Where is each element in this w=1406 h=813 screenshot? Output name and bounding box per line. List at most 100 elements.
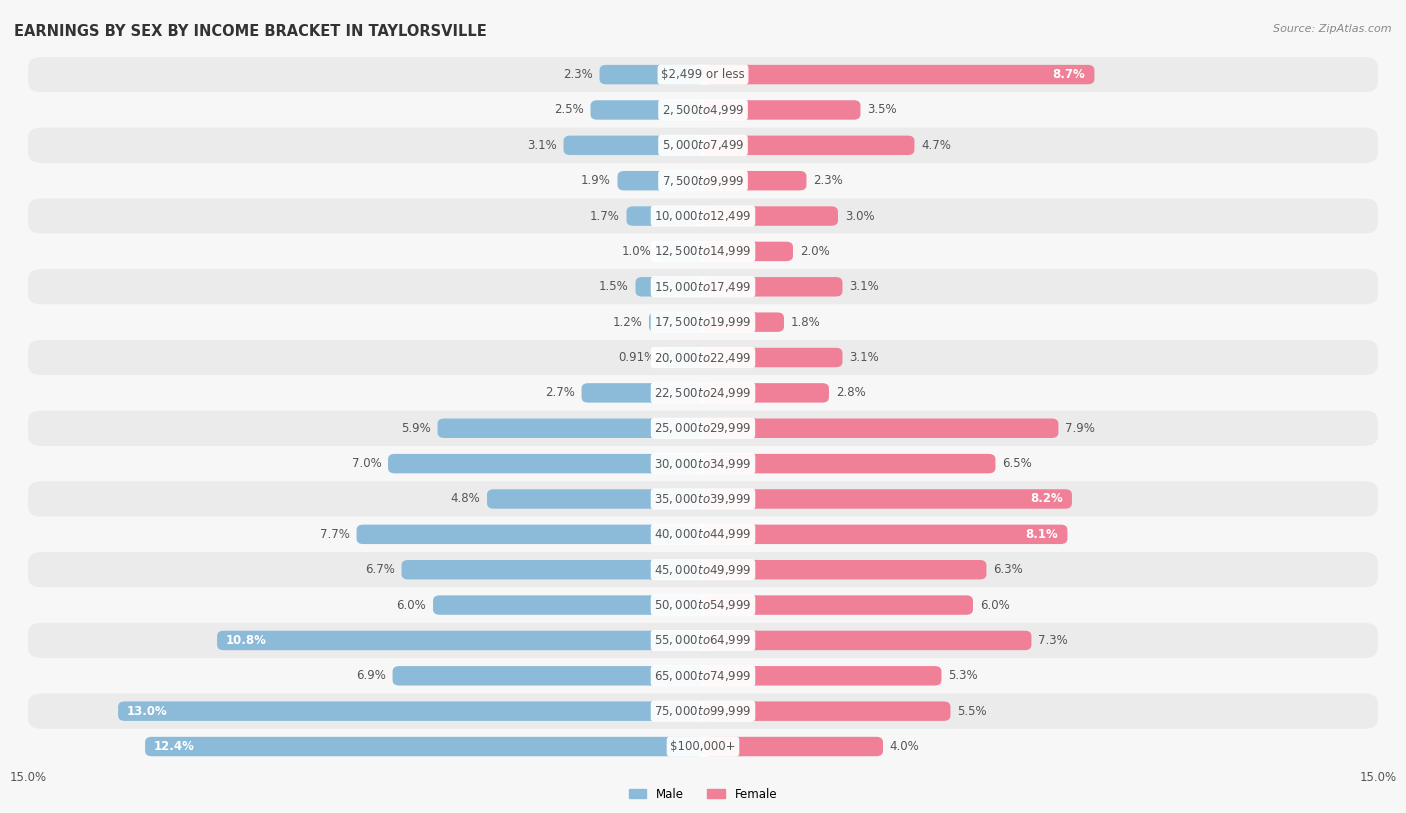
FancyBboxPatch shape bbox=[703, 277, 842, 297]
Text: 3.1%: 3.1% bbox=[849, 280, 879, 293]
Text: 5.5%: 5.5% bbox=[957, 705, 987, 718]
FancyBboxPatch shape bbox=[28, 729, 1378, 764]
Text: $100,000+: $100,000+ bbox=[671, 740, 735, 753]
Text: 5.9%: 5.9% bbox=[401, 422, 430, 435]
FancyBboxPatch shape bbox=[703, 666, 942, 685]
Text: $22,500 to $24,999: $22,500 to $24,999 bbox=[654, 386, 752, 400]
FancyBboxPatch shape bbox=[703, 65, 1094, 85]
FancyBboxPatch shape bbox=[703, 241, 793, 261]
FancyBboxPatch shape bbox=[217, 631, 703, 650]
Text: 4.8%: 4.8% bbox=[450, 493, 481, 506]
Text: 4.0%: 4.0% bbox=[890, 740, 920, 753]
FancyBboxPatch shape bbox=[28, 446, 1378, 481]
Text: $40,000 to $44,999: $40,000 to $44,999 bbox=[654, 528, 752, 541]
Text: 2.8%: 2.8% bbox=[835, 386, 866, 399]
Text: 5.3%: 5.3% bbox=[948, 669, 977, 682]
Text: $65,000 to $74,999: $65,000 to $74,999 bbox=[654, 669, 752, 683]
FancyBboxPatch shape bbox=[402, 560, 703, 580]
FancyBboxPatch shape bbox=[627, 207, 703, 226]
Text: 3.1%: 3.1% bbox=[849, 351, 879, 364]
FancyBboxPatch shape bbox=[145, 737, 703, 756]
Text: $17,500 to $19,999: $17,500 to $19,999 bbox=[654, 315, 752, 329]
FancyBboxPatch shape bbox=[703, 419, 1059, 438]
FancyBboxPatch shape bbox=[28, 233, 1378, 269]
Text: 3.5%: 3.5% bbox=[868, 103, 897, 116]
Text: 10.8%: 10.8% bbox=[226, 634, 267, 647]
FancyBboxPatch shape bbox=[703, 100, 860, 120]
Text: $35,000 to $39,999: $35,000 to $39,999 bbox=[654, 492, 752, 506]
Text: 1.8%: 1.8% bbox=[790, 315, 821, 328]
Text: $55,000 to $64,999: $55,000 to $64,999 bbox=[654, 633, 752, 647]
Text: $20,000 to $22,499: $20,000 to $22,499 bbox=[654, 350, 752, 364]
FancyBboxPatch shape bbox=[118, 702, 703, 721]
FancyBboxPatch shape bbox=[650, 312, 703, 332]
Text: $50,000 to $54,999: $50,000 to $54,999 bbox=[654, 598, 752, 612]
FancyBboxPatch shape bbox=[662, 348, 703, 367]
FancyBboxPatch shape bbox=[28, 92, 1378, 128]
FancyBboxPatch shape bbox=[433, 595, 703, 615]
Text: 6.5%: 6.5% bbox=[1002, 457, 1032, 470]
Text: 12.4%: 12.4% bbox=[155, 740, 195, 753]
Text: 7.7%: 7.7% bbox=[321, 528, 350, 541]
Text: 7.9%: 7.9% bbox=[1066, 422, 1095, 435]
FancyBboxPatch shape bbox=[28, 552, 1378, 587]
Text: 1.5%: 1.5% bbox=[599, 280, 628, 293]
Text: 7.3%: 7.3% bbox=[1038, 634, 1069, 647]
Text: 8.1%: 8.1% bbox=[1026, 528, 1059, 541]
FancyBboxPatch shape bbox=[437, 419, 703, 438]
Text: 8.2%: 8.2% bbox=[1031, 493, 1063, 506]
Text: 6.3%: 6.3% bbox=[993, 563, 1024, 576]
FancyBboxPatch shape bbox=[703, 560, 987, 580]
Legend: Male, Female: Male, Female bbox=[628, 788, 778, 801]
FancyBboxPatch shape bbox=[28, 198, 1378, 233]
FancyBboxPatch shape bbox=[28, 340, 1378, 375]
Text: 2.0%: 2.0% bbox=[800, 245, 830, 258]
FancyBboxPatch shape bbox=[703, 489, 1071, 509]
FancyBboxPatch shape bbox=[28, 659, 1378, 693]
Text: 8.7%: 8.7% bbox=[1053, 68, 1085, 81]
FancyBboxPatch shape bbox=[617, 171, 703, 190]
Text: 1.7%: 1.7% bbox=[591, 210, 620, 223]
FancyBboxPatch shape bbox=[28, 693, 1378, 729]
FancyBboxPatch shape bbox=[28, 481, 1378, 517]
FancyBboxPatch shape bbox=[591, 100, 703, 120]
FancyBboxPatch shape bbox=[703, 737, 883, 756]
Text: $15,000 to $17,499: $15,000 to $17,499 bbox=[654, 280, 752, 293]
FancyBboxPatch shape bbox=[357, 524, 703, 544]
Text: $2,500 to $4,999: $2,500 to $4,999 bbox=[662, 103, 744, 117]
FancyBboxPatch shape bbox=[703, 631, 1032, 650]
FancyBboxPatch shape bbox=[28, 163, 1378, 198]
FancyBboxPatch shape bbox=[703, 454, 995, 473]
Text: 6.7%: 6.7% bbox=[366, 563, 395, 576]
Text: 7.0%: 7.0% bbox=[352, 457, 381, 470]
Text: $2,499 or less: $2,499 or less bbox=[661, 68, 745, 81]
FancyBboxPatch shape bbox=[28, 304, 1378, 340]
FancyBboxPatch shape bbox=[703, 171, 807, 190]
Text: 1.9%: 1.9% bbox=[581, 174, 610, 187]
Text: 4.7%: 4.7% bbox=[921, 139, 950, 152]
FancyBboxPatch shape bbox=[28, 517, 1378, 552]
FancyBboxPatch shape bbox=[28, 128, 1378, 163]
Text: $7,500 to $9,999: $7,500 to $9,999 bbox=[662, 174, 744, 188]
FancyBboxPatch shape bbox=[28, 375, 1378, 411]
FancyBboxPatch shape bbox=[28, 269, 1378, 304]
FancyBboxPatch shape bbox=[28, 57, 1378, 92]
Text: $25,000 to $29,999: $25,000 to $29,999 bbox=[654, 421, 752, 435]
Text: 1.0%: 1.0% bbox=[621, 245, 651, 258]
FancyBboxPatch shape bbox=[599, 65, 703, 85]
Text: 2.3%: 2.3% bbox=[813, 174, 844, 187]
Text: 0.91%: 0.91% bbox=[619, 351, 655, 364]
FancyBboxPatch shape bbox=[703, 207, 838, 226]
Text: $5,000 to $7,499: $5,000 to $7,499 bbox=[662, 138, 744, 152]
Text: $12,500 to $14,999: $12,500 to $14,999 bbox=[654, 245, 752, 259]
FancyBboxPatch shape bbox=[636, 277, 703, 297]
FancyBboxPatch shape bbox=[28, 411, 1378, 446]
Text: 2.7%: 2.7% bbox=[546, 386, 575, 399]
FancyBboxPatch shape bbox=[28, 623, 1378, 659]
FancyBboxPatch shape bbox=[703, 702, 950, 721]
Text: EARNINGS BY SEX BY INCOME BRACKET IN TAYLORSVILLE: EARNINGS BY SEX BY INCOME BRACKET IN TAY… bbox=[14, 24, 486, 39]
FancyBboxPatch shape bbox=[564, 136, 703, 155]
FancyBboxPatch shape bbox=[703, 136, 914, 155]
FancyBboxPatch shape bbox=[28, 587, 1378, 623]
Text: 2.5%: 2.5% bbox=[554, 103, 583, 116]
